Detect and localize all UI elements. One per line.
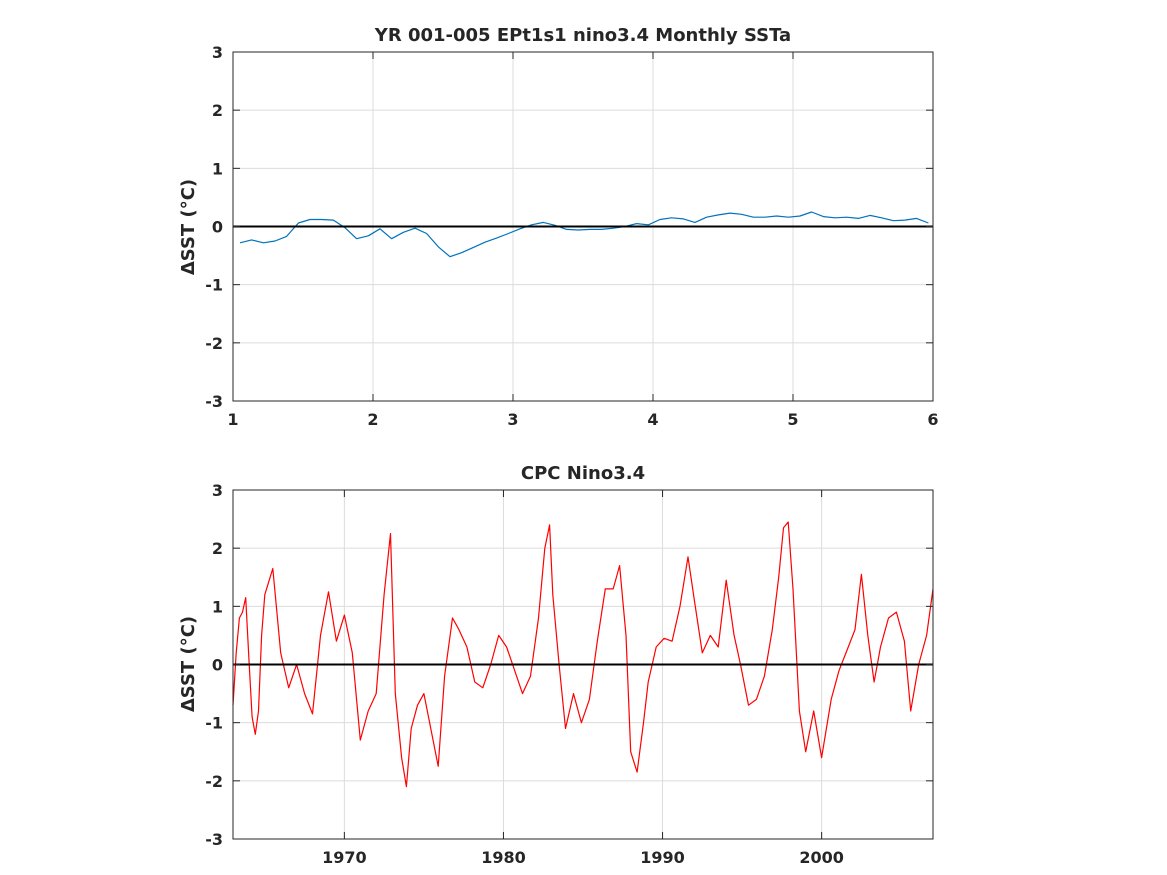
bottom-x-tick-label: 1970 (322, 848, 367, 867)
bottom-x-tick-label: 1990 (640, 848, 685, 867)
bottom-series-line (232, 521, 934, 788)
bottom-y-tick-label: 2 (212, 539, 223, 558)
top-x-tick-label: 1 (227, 410, 238, 429)
top-x-tick-label: 5 (787, 410, 798, 429)
top-x-tick-label: 4 (647, 410, 658, 429)
bottom-y-tick-label: 1 (212, 597, 223, 616)
bottom-x-tick-label: 2000 (799, 848, 844, 867)
top-y-tick-label: 3 (212, 43, 223, 62)
top-y-tick-label: -3 (205, 392, 223, 411)
bottom-chart-title: CPC Nino3.4 (521, 463, 645, 484)
top-y-tick-label: 2 (212, 101, 223, 120)
bottom-y-tick-label: 3 (212, 481, 223, 500)
top-y-tick-label: 0 (212, 218, 223, 237)
top-panel: YR 001-005 EPt1s1 nino3.4 Monthly SSTa Δ… (178, 25, 939, 429)
bottom-y-tick-label: -2 (205, 772, 223, 791)
top-y-tick-label: -2 (205, 334, 223, 353)
bottom-x-tick-label: 1980 (481, 848, 526, 867)
top-y-axis-label: ΔSST (°C) (178, 179, 199, 275)
top-chart-title: YR 001-005 EPt1s1 nino3.4 Monthly SSTa (374, 25, 791, 46)
bottom-y-tick-label: -1 (205, 714, 223, 733)
top-y-tick-label: -1 (205, 276, 223, 295)
top-plot-area: 1 2 3 4 5 6 -3 -2 -1 0 1 2 3 (205, 43, 938, 429)
top-y-tick-label: 1 (212, 159, 223, 178)
top-series-line (239, 211, 929, 258)
top-x-tick-label: 3 (507, 410, 518, 429)
bottom-y-tick-label: 0 (212, 656, 223, 675)
top-x-tick-label: 6 (927, 410, 938, 429)
bottom-y-tick-label: -3 (205, 830, 223, 849)
top-x-tick-label: 2 (367, 410, 378, 429)
bottom-panel: CPC Nino3.4 ΔSST (°C) 1970 1980 1990 2000 -3… (178, 463, 934, 867)
bottom-plot-area: 1970 1980 1990 2000 -3 -2 -1 0 1 2 3 (205, 481, 934, 867)
bottom-y-axis-label: ΔSST (°C) (178, 616, 199, 712)
